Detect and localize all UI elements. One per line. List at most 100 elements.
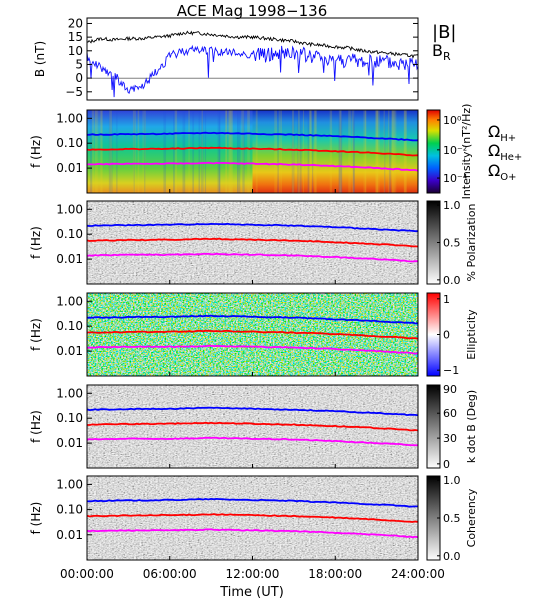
omega-he-line — [87, 513, 418, 523]
intensity-streak — [364, 110, 367, 193]
omega-h-line — [87, 497, 418, 508]
y-axis-label: f (Hz) — [29, 502, 43, 535]
colorbar-tick-label: 0.0 — [443, 550, 461, 563]
intensity-streak — [95, 110, 97, 193]
intensity-streak — [242, 110, 245, 193]
y-tick-label: 0.01 — [56, 252, 83, 266]
intensity-streak — [217, 110, 221, 193]
intensity-streak — [309, 110, 312, 193]
omega-h-line — [87, 314, 418, 325]
intensity-streak — [174, 110, 178, 193]
colorbar-label: Coherency — [465, 488, 478, 547]
chart-title: ACE Mag 1998−136 — [177, 2, 328, 20]
intensity-streak — [188, 110, 190, 193]
legend-b-r-main: B — [432, 41, 443, 60]
intensity-streak — [225, 110, 228, 193]
intensity-streak — [218, 110, 221, 193]
intensity-streak — [314, 110, 317, 193]
omega-h-line — [87, 222, 418, 233]
coherency-panel: 1.00 0.10 0.01 f (Hz) 1.0 0.5 0.0 Coherency — [29, 474, 478, 563]
y-tick-label: 0.10 — [56, 227, 83, 241]
intensity-streak — [132, 110, 136, 193]
intensity-streak — [391, 110, 395, 193]
colorbar-tick-label: 1.0 — [443, 474, 461, 487]
intensity-streak — [309, 110, 312, 193]
colorbar-tick-label: −1 — [443, 364, 459, 377]
y-axis-label-group: f (Hz) — [29, 135, 43, 168]
y-axis-label-group: f (Hz) — [29, 410, 43, 443]
intensity-streak — [237, 110, 241, 193]
intensity-streak — [255, 110, 258, 193]
intensity-streak — [298, 110, 300, 193]
legend-b-total: |B| — [432, 22, 456, 43]
intensity-streak — [383, 110, 385, 193]
intensity-streak — [394, 110, 397, 193]
colorbar-tick-label: 0.5 — [443, 512, 461, 525]
k-dot-b-panel: 1.00 0.10 0.01 f (Hz) 90 60 30 0 k dot B (Deg) — [29, 383, 478, 471]
intensity-streak — [90, 110, 93, 193]
intensity-streak — [297, 110, 299, 193]
omega-he-line — [87, 146, 418, 157]
legend-b-r-sub: R — [443, 50, 451, 63]
intensity-streak — [312, 110, 314, 193]
intensity-streak — [403, 110, 407, 193]
y-axis-label: f (Hz) — [29, 135, 43, 168]
intensity-streak — [241, 110, 245, 193]
y-tick-label: 1.00 — [56, 111, 83, 125]
intensity-streak — [291, 110, 295, 193]
y-tick-label: 0.01 — [56, 344, 83, 358]
intensity-streak — [137, 110, 140, 193]
intensity-streak — [201, 110, 204, 193]
x-tick-label: 00:00:00 — [60, 567, 114, 581]
series-line-b-r — [86, 44, 419, 98]
y-tick-label: 15 — [68, 30, 83, 44]
colorbar-label-group: Coherency — [465, 488, 478, 547]
colorbar-label-group: Intensity (nT²/Hz) — [460, 104, 473, 200]
y-tick-label: 1.00 — [56, 202, 83, 216]
colorbar-tick-label: 10⁻² — [443, 144, 467, 157]
k-dot-b-image — [87, 385, 418, 468]
legend-omega-h: ΩH+ — [488, 122, 516, 144]
intensity-streak — [101, 110, 103, 193]
omega-h-line — [87, 406, 418, 417]
intensity-streak — [247, 110, 250, 193]
intensity-streak — [299, 110, 302, 193]
legend-subscript: O+ — [500, 172, 516, 183]
intensity-streak — [391, 110, 395, 193]
x-tick-label: 06:00:00 — [143, 567, 197, 581]
intensity-streak — [376, 110, 379, 193]
colorbar-tick-label: 10⁰ — [443, 114, 462, 127]
colorbar-label: k dot B (Deg) — [465, 390, 478, 463]
x-tick-label: 24:00:00 — [391, 567, 445, 581]
intensity-streak — [302, 110, 305, 193]
intensity-streak — [198, 110, 201, 193]
y-tick-label: 20 — [68, 16, 83, 30]
legend-symbol: Ω — [488, 141, 500, 160]
legend-b-r: BR — [432, 41, 451, 63]
ellipticity-panel: 1.00 0.10 0.01 f (Hz) 1 0 −1 Ellipticity — [29, 292, 478, 377]
x-tick-label: 12:00:00 — [226, 567, 280, 581]
omega-o-line — [87, 344, 418, 355]
intensity-streak — [277, 110, 279, 193]
intensity-streak — [307, 110, 310, 193]
y-tick-label: 0.10 — [56, 319, 83, 333]
intensity-streak — [229, 110, 232, 193]
x-tick-label: 18:00:00 — [308, 567, 362, 581]
omega-he-line — [87, 237, 418, 248]
y-tick-label: −5 — [65, 85, 83, 99]
intensity-streak — [144, 110, 146, 193]
intensity-streak — [314, 110, 316, 193]
intensity-streak — [280, 110, 282, 193]
intensity-streak — [99, 110, 102, 193]
colorbar-tick-label: 1.0 — [443, 199, 461, 212]
intensity-streak — [228, 110, 231, 193]
legend-symbol: Ω — [488, 122, 500, 141]
omega-he-line — [87, 329, 418, 340]
intensity-streak — [201, 110, 203, 193]
intensity-streak — [292, 110, 295, 193]
y-tick-label: 1.00 — [56, 477, 83, 491]
legend-subscript: H+ — [500, 133, 516, 144]
colorbar-label: Ellipticity — [465, 309, 478, 360]
intensity-streak — [116, 110, 118, 193]
intensity-streak — [163, 110, 167, 193]
